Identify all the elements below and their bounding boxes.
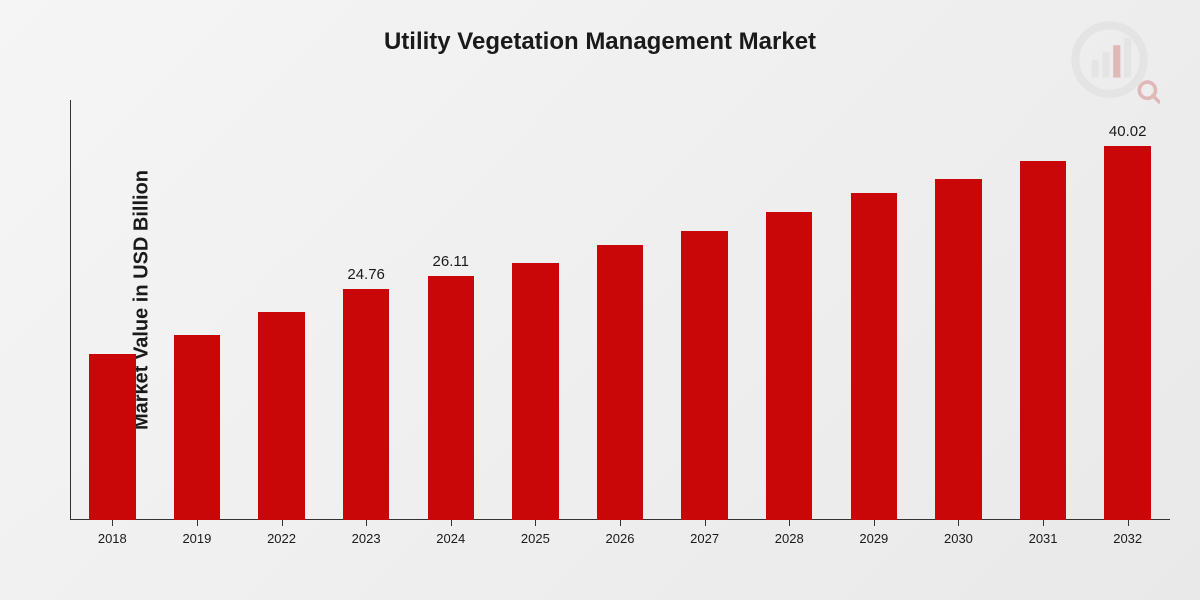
x-tick-label: 2022 [267, 531, 296, 546]
bar [89, 354, 136, 520]
x-tick [620, 520, 621, 526]
x-tick [197, 520, 198, 526]
bar [343, 289, 390, 520]
bar [174, 335, 221, 520]
bar-slot: 2027 [681, 100, 728, 520]
bar-value-label: 40.02 [1109, 123, 1147, 140]
bar-slot: 202324.76 [343, 100, 390, 520]
bar-slot: 203240.02 [1104, 100, 1151, 520]
bar-slot: 2019 [174, 100, 221, 520]
x-tick-label: 2029 [859, 531, 888, 546]
x-tick-label: 2018 [98, 531, 127, 546]
x-tick-label: 2023 [352, 531, 381, 546]
chart-title: Utility Vegetation Management Market [0, 28, 1200, 56]
x-tick [282, 520, 283, 526]
x-tick [874, 520, 875, 526]
x-tick [1128, 520, 1129, 526]
x-tick-label: 2019 [182, 531, 211, 546]
x-tick [789, 520, 790, 526]
bar [935, 179, 982, 520]
bar [512, 263, 559, 520]
bar-slot: 2030 [935, 100, 982, 520]
plot-area: 2018 2019 2022 202324.76 202426.11 2025 2026 20… [70, 100, 1170, 520]
bar-slot: 2031 [1020, 100, 1067, 520]
bar-slot: 2018 [89, 100, 136, 520]
chart-container: Utility Vegetation Management Market Mar… [0, 0, 1200, 600]
x-tick-label: 2027 [690, 531, 719, 546]
x-tick-label: 2032 [1113, 531, 1142, 546]
bar-slot: 2026 [597, 100, 644, 520]
bar-slot: 2028 [766, 100, 813, 520]
watermark-logo-icon [1070, 20, 1160, 110]
bar [851, 193, 898, 520]
x-tick-label: 2024 [436, 531, 465, 546]
bar [1020, 161, 1067, 520]
bar-slot: 2029 [851, 100, 898, 520]
x-tick-label: 2031 [1029, 531, 1058, 546]
bar-slot: 2022 [258, 100, 305, 520]
bar [681, 231, 728, 520]
x-tick-label: 2030 [944, 531, 973, 546]
x-tick [705, 520, 706, 526]
bars-group: 2018 2019 2022 202324.76 202426.11 2025 2026 20… [70, 100, 1170, 520]
x-tick [112, 520, 113, 526]
bar [597, 245, 644, 520]
x-tick-label: 2028 [775, 531, 804, 546]
x-tick [535, 520, 536, 526]
bar-value-label: 24.76 [347, 266, 385, 283]
bar [258, 312, 305, 520]
x-tick [451, 520, 452, 526]
x-tick [958, 520, 959, 526]
x-tick [366, 520, 367, 526]
x-tick-label: 2025 [521, 531, 550, 546]
bar [428, 276, 475, 520]
bar-slot: 202426.11 [428, 100, 475, 520]
bar [766, 212, 813, 520]
bar [1104, 146, 1151, 520]
bar-value-label: 26.11 [433, 253, 469, 270]
x-tick [1043, 520, 1044, 526]
x-tick-label: 2026 [606, 531, 635, 546]
bar-slot: 2025 [512, 100, 559, 520]
